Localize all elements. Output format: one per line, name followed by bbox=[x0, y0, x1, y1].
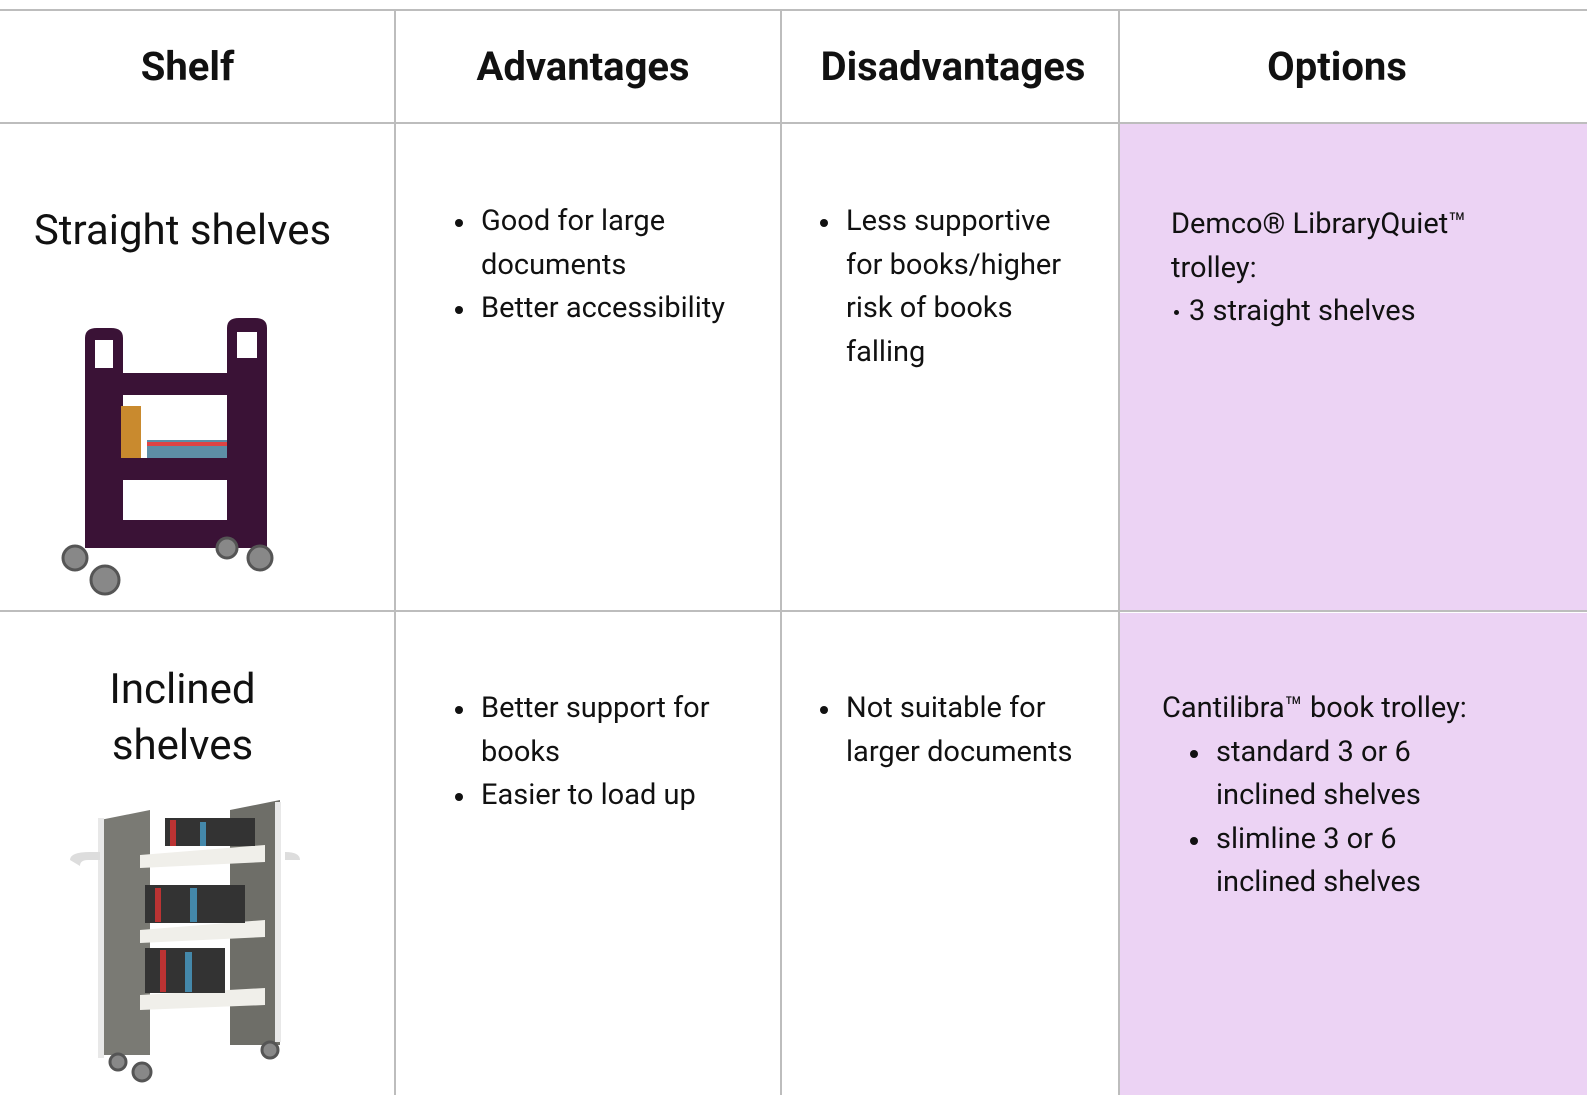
header-cell: Advantages bbox=[476, 43, 690, 90]
options-list: 3 straight shelves bbox=[1171, 290, 1511, 334]
disadvantages-list: Less supportive for books/higher risk of… bbox=[818, 200, 1088, 374]
straight-trolley-image bbox=[61, 318, 274, 596]
disadvantages-list: Not suitable for larger documents bbox=[818, 687, 1108, 774]
list-item: Better accessibility bbox=[453, 287, 773, 331]
options-cell: Cantilibra™ book trolley: standard 3 or … bbox=[1162, 687, 1582, 905]
option-title: Cantilibra™ book trolley: bbox=[1162, 691, 1467, 725]
options-cell-bg bbox=[1120, 613, 1587, 1095]
list-item: Less supportive for books/higher risk of… bbox=[818, 200, 1088, 374]
list-item: Easier to load up bbox=[453, 774, 773, 818]
table-border bbox=[780, 10, 782, 1095]
inclined-trolley-image bbox=[70, 800, 300, 1083]
table-border bbox=[394, 10, 396, 1095]
list-item: slimline 3 or 6 inclined shelves bbox=[1188, 818, 1448, 905]
table-border bbox=[0, 610, 1587, 612]
header-cell: Disadvantages bbox=[820, 43, 1086, 90]
shelf-name: Straight shelves bbox=[33, 206, 332, 255]
header-cell: Shelf bbox=[140, 43, 235, 90]
list-item: Not suitable for larger documents bbox=[818, 687, 1108, 774]
shelf-name: Inclined shelves bbox=[109, 665, 256, 770]
list-item: Good for large documents bbox=[453, 200, 773, 287]
option-title: Demco® LibraryQuiet™ trolley: bbox=[1171, 207, 1467, 285]
options-list: standard 3 or 6 inclined shelves slimlin… bbox=[1188, 731, 1448, 905]
table-border bbox=[0, 122, 1587, 124]
list-item: standard 3 or 6 inclined shelves bbox=[1188, 731, 1448, 818]
options-cell-bg bbox=[1120, 124, 1587, 611]
options-cell: Demco® LibraryQuiet™ trolley: 3 straight… bbox=[1171, 203, 1511, 334]
header-cell: Options bbox=[1267, 43, 1407, 90]
table-border bbox=[1118, 10, 1120, 1095]
list-item: 3 straight shelves bbox=[1171, 290, 1511, 334]
table-border bbox=[0, 9, 1587, 11]
advantages-list: Good for large documents Better accessib… bbox=[453, 200, 773, 331]
list-item: Better support for books bbox=[453, 687, 773, 774]
advantages-list: Better support for books Easier to load … bbox=[453, 687, 773, 818]
